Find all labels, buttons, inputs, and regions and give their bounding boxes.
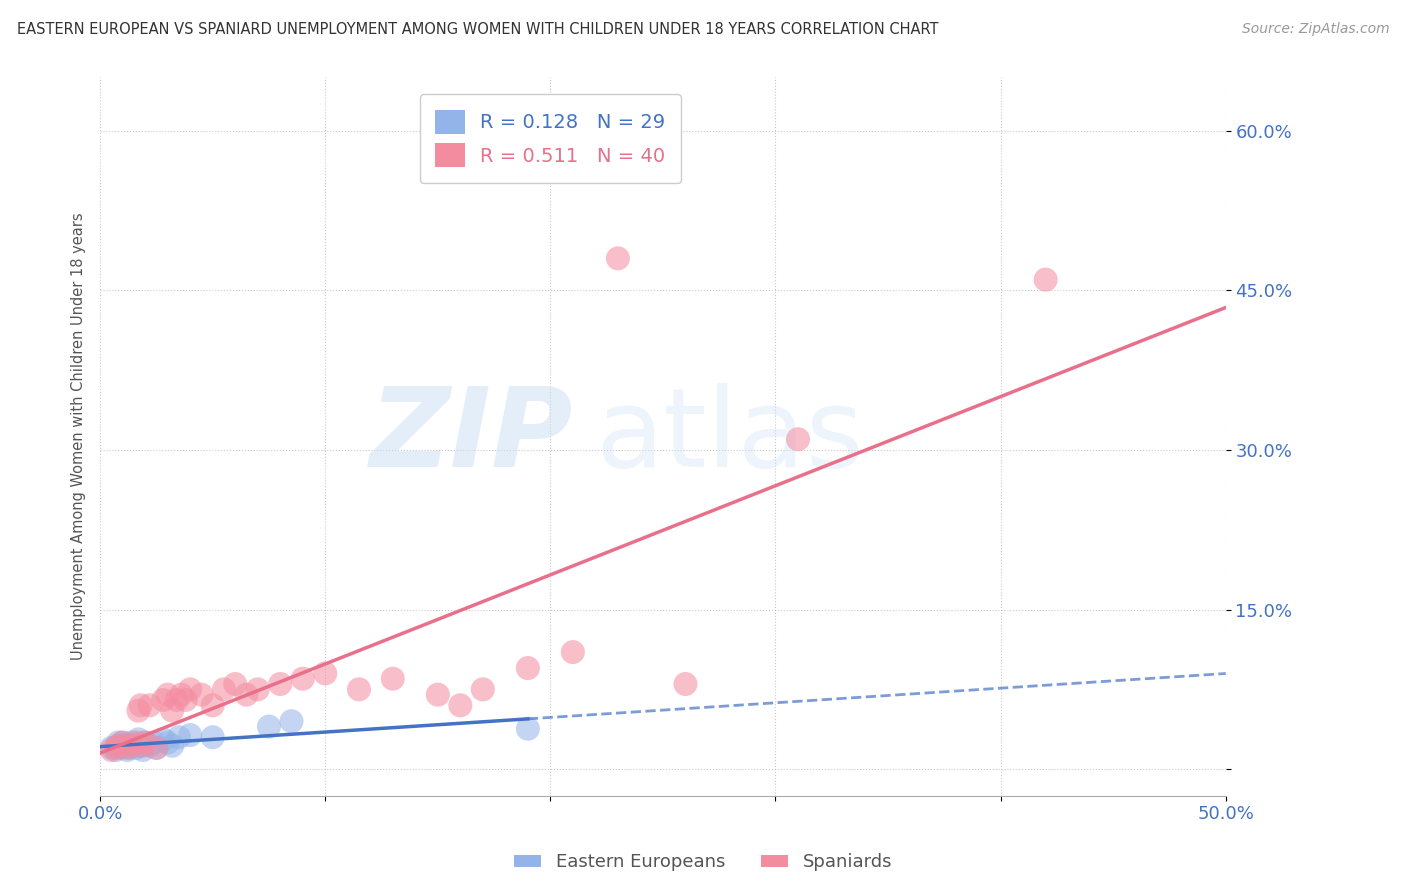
Point	[675, 677, 697, 691]
Point	[115, 743, 138, 757]
Point	[129, 739, 152, 753]
Text: ZIP: ZIP	[370, 383, 572, 490]
Y-axis label: Unemployment Among Women with Children Under 18 years: Unemployment Among Women with Children U…	[72, 213, 86, 660]
Point	[381, 672, 404, 686]
Point	[606, 252, 628, 266]
Text: EASTERN EUROPEAN VS SPANIARD UNEMPLOYMENT AMONG WOMEN WITH CHILDREN UNDER 18 YEA: EASTERN EUROPEAN VS SPANIARD UNEMPLOYMEN…	[17, 22, 938, 37]
Point	[174, 693, 197, 707]
Point	[179, 728, 201, 742]
Point	[104, 743, 127, 757]
Point	[115, 740, 138, 755]
Point	[111, 735, 134, 749]
Point	[111, 739, 134, 753]
Point	[471, 682, 494, 697]
Point	[426, 688, 449, 702]
Point	[143, 735, 166, 749]
Point	[179, 682, 201, 697]
Point	[516, 661, 538, 675]
Point	[246, 682, 269, 697]
Point	[100, 740, 122, 755]
Point	[107, 739, 129, 753]
Point	[160, 739, 183, 753]
Point	[152, 732, 174, 747]
Point	[100, 743, 122, 757]
Point	[201, 698, 224, 713]
Point	[132, 743, 155, 757]
Point	[110, 740, 132, 755]
Point	[201, 730, 224, 744]
Point	[127, 704, 149, 718]
Point	[111, 735, 134, 749]
Text: Source: ZipAtlas.com: Source: ZipAtlas.com	[1241, 22, 1389, 37]
Point	[224, 677, 246, 691]
Point	[190, 688, 212, 702]
Point	[121, 735, 143, 749]
Point	[125, 735, 148, 749]
Point	[127, 732, 149, 747]
Point	[134, 735, 156, 749]
Point	[107, 739, 129, 753]
Point	[449, 698, 471, 713]
Point	[280, 714, 302, 729]
Point	[291, 672, 314, 686]
Point	[170, 688, 193, 702]
Point	[129, 698, 152, 713]
Point	[160, 704, 183, 718]
Point	[257, 720, 280, 734]
Point	[516, 722, 538, 736]
Legend: R = 0.128   N = 29, R = 0.511   N = 40: R = 0.128 N = 29, R = 0.511 N = 40	[420, 95, 681, 183]
Point	[347, 682, 370, 697]
Point	[132, 739, 155, 753]
Point	[122, 739, 145, 753]
Point	[787, 432, 810, 446]
Point	[138, 698, 160, 713]
Point	[235, 688, 257, 702]
Point	[118, 740, 141, 755]
Point	[269, 677, 291, 691]
Point	[1035, 272, 1057, 286]
Point	[125, 740, 148, 755]
Point	[115, 739, 138, 753]
Point	[138, 739, 160, 753]
Point	[167, 730, 190, 744]
Point	[152, 693, 174, 707]
Point	[212, 682, 235, 697]
Legend: Eastern Europeans, Spaniards: Eastern Europeans, Spaniards	[506, 847, 900, 879]
Point	[314, 666, 336, 681]
Point	[145, 740, 167, 755]
Point	[121, 739, 143, 753]
Text: atlas: atlas	[595, 383, 863, 490]
Point	[166, 693, 188, 707]
Point	[156, 688, 179, 702]
Point	[156, 735, 179, 749]
Point	[561, 645, 583, 659]
Point	[134, 735, 156, 749]
Point	[104, 740, 127, 755]
Point	[107, 735, 129, 749]
Point	[145, 740, 167, 755]
